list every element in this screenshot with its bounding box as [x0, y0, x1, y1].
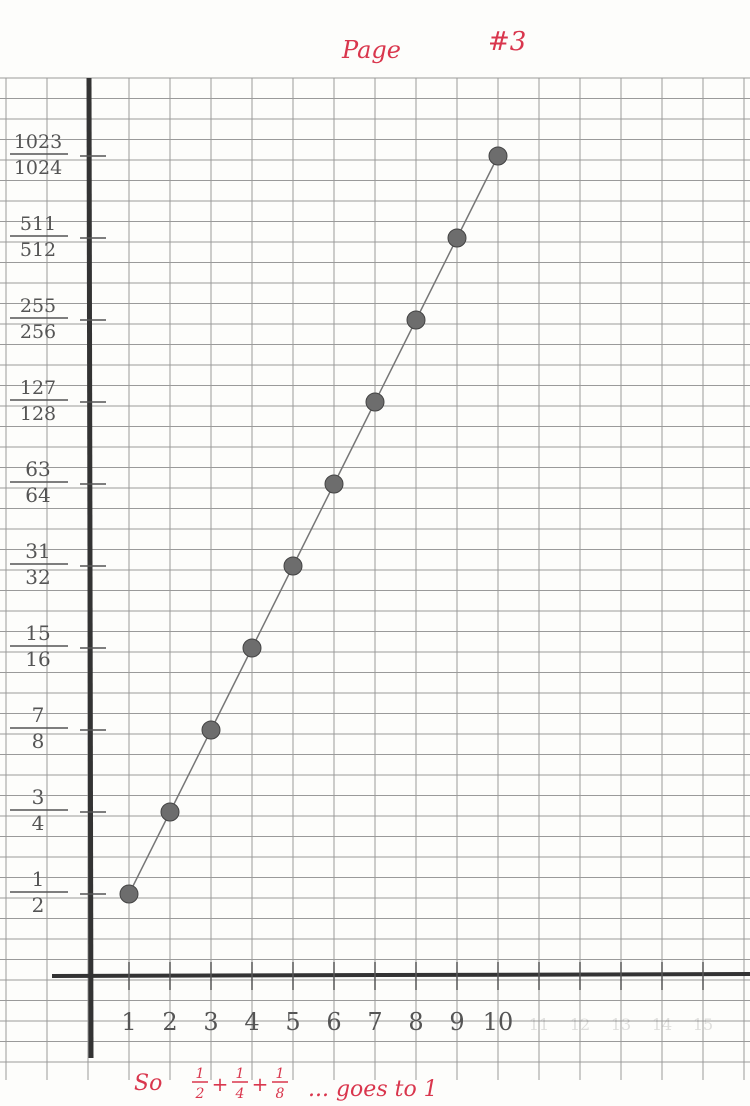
- x-tick-label: 5: [285, 1008, 300, 1036]
- page-number: #3: [488, 27, 526, 57]
- x-axis-ticks: 1 2 3 4 5 6 7 8 9 10 11 12 13 14 15: [121, 962, 713, 1036]
- y-tick-denominator: 8: [32, 729, 45, 753]
- y-tick-label: 34: [10, 785, 68, 835]
- x-tick-label: 11: [529, 1015, 549, 1034]
- conclusion-denominator: 8: [276, 1086, 285, 1102]
- conclusion-denominator: 2: [195, 1086, 205, 1102]
- y-tick-numerator: 31: [25, 539, 50, 563]
- y-tick-denominator: 2: [32, 893, 45, 917]
- y-axis-line: [86, 77, 94, 1059]
- conclusion-plus-sign: +: [252, 1072, 269, 1096]
- x-tick-label: 8: [408, 1008, 423, 1036]
- x-tick-label: 10: [483, 1008, 514, 1036]
- y-tick-denominator: 128: [20, 403, 56, 425]
- x-tick-label: 12: [570, 1015, 590, 1034]
- data-point: [283, 556, 303, 576]
- x-tick-label: 3: [203, 1008, 218, 1036]
- x-tick-label: 4: [244, 1008, 259, 1036]
- data-point: [365, 392, 385, 412]
- x-axis-line: [51, 972, 750, 978]
- grid-lines: [0, 77, 750, 1080]
- y-tick-numerator: 511: [20, 213, 56, 235]
- y-tick-denominator: 4: [32, 811, 45, 835]
- conclusion-numerator: 1: [276, 1066, 285, 1082]
- x-tick-label: 1: [121, 1008, 136, 1036]
- conclusion-numerator: 1: [236, 1066, 245, 1082]
- conclusion-plus-sign: +: [212, 1072, 229, 1096]
- conclusion-fraction: 18: [272, 1066, 288, 1102]
- page-word: Page: [341, 36, 401, 64]
- y-tick-label: 78: [10, 703, 68, 753]
- y-tick-denominator: 32: [25, 565, 50, 589]
- y-tick-numerator: 3: [32, 785, 45, 809]
- y-tick-numerator: 7: [32, 703, 45, 727]
- data-point: [324, 474, 344, 494]
- conclusion-fraction: 14: [232, 1066, 248, 1102]
- x-tick-label: 9: [449, 1008, 464, 1036]
- x-tick-label: 7: [367, 1008, 382, 1036]
- y-tick-denominator: 64: [25, 483, 50, 507]
- conclusion-denominator: 4: [235, 1086, 245, 1102]
- y-tick-numerator: 15: [25, 621, 50, 645]
- conclusion-series: 12 +14 +18: [192, 1066, 288, 1102]
- data-point: [406, 310, 426, 330]
- data-series: [119, 146, 508, 904]
- y-axis-ticks: 1234781516313263641271282552565115121023…: [10, 131, 106, 917]
- y-tick-numerator: 1: [32, 867, 45, 891]
- conclusion-suffix: ... goes to 1: [308, 1077, 438, 1102]
- data-point: [242, 638, 262, 658]
- x-tick-label: 2: [162, 1008, 177, 1036]
- conclusion-prefix: So: [134, 1071, 162, 1096]
- x-tick-label: 14: [652, 1015, 672, 1034]
- data-point: [201, 720, 221, 740]
- conclusion-numerator: 1: [196, 1066, 205, 1082]
- conclusion-note: So 12 +14 +18 ... goes to 1: [134, 1066, 438, 1102]
- y-tick-numerator: 127: [20, 377, 56, 399]
- axes: [51, 77, 750, 1059]
- x-tick-label: 6: [326, 1008, 341, 1036]
- y-tick-denominator: 512: [20, 239, 56, 261]
- y-tick-numerator: 63: [25, 457, 50, 481]
- y-tick-label: 12: [10, 867, 68, 917]
- y-tick-denominator: 256: [20, 321, 56, 343]
- y-tick-denominator: 16: [25, 647, 50, 671]
- data-point: [447, 228, 467, 248]
- y-tick-label: 1023 1024: [10, 131, 68, 179]
- y-tick-denominator: 1024: [14, 157, 62, 179]
- data-point: [488, 146, 508, 166]
- series-line: [128, 155, 499, 895]
- page-header: Page #3: [341, 27, 526, 64]
- x-tick-label: 13: [611, 1015, 631, 1034]
- x-tick-label: 15: [693, 1015, 713, 1034]
- data-point: [119, 884, 139, 904]
- y-tick-numerator: 1023: [14, 131, 62, 153]
- y-tick-numerator: 255: [20, 295, 56, 317]
- conclusion-fraction: 12: [192, 1066, 208, 1102]
- data-point: [160, 802, 180, 822]
